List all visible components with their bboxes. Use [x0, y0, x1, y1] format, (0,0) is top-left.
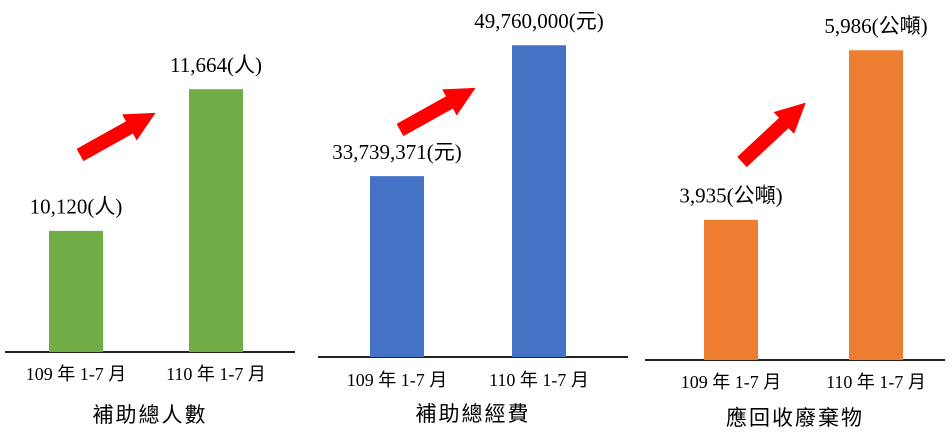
value-label: 11,664(人) [170, 53, 262, 77]
x-tick-label: 109 年 1-7 月 [347, 370, 448, 390]
value-label: 33,739,371(元) [332, 140, 462, 164]
chart-title: 補助總經費 [416, 402, 531, 426]
arrow [737, 102, 806, 168]
arrow [396, 87, 476, 137]
x-tick-label: 110 年 1-7 月 [826, 372, 926, 392]
bar [704, 219, 758, 360]
arrow [76, 112, 156, 162]
bar [370, 176, 424, 357]
x-tick-label: 109 年 1-7 月 [681, 372, 782, 392]
x-tick-label: 110 年 1-7 月 [489, 370, 589, 390]
bar [512, 45, 566, 357]
value-label: 10,120(人) [30, 195, 123, 219]
x-tick-label: 110 年 1-7 月 [166, 364, 266, 384]
bar [189, 89, 243, 352]
bar [849, 50, 903, 360]
value-label: 49,760,000(元) [474, 9, 604, 33]
value-label: 3,935(公噸) [679, 184, 782, 208]
chart-title: 補助總人數 [93, 403, 208, 427]
x-tick-label: 109 年 1-7 月 [26, 364, 127, 384]
chart-title: 應回收廢棄物 [726, 406, 864, 430]
bar [49, 230, 103, 352]
value-label: 5,986(公噸) [824, 14, 927, 38]
